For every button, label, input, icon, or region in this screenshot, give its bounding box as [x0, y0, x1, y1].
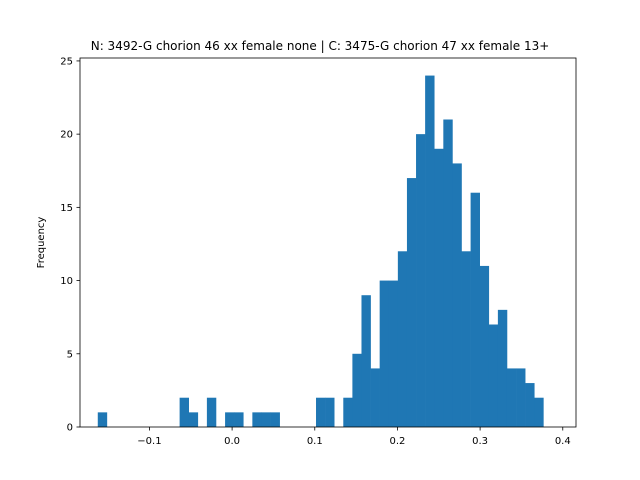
- histogram-bar: [352, 353, 362, 427]
- x-axis: −0.1 0.0 0.1 0.2 0.3 0.4: [137, 427, 571, 447]
- y-axis-label: Frequency: [36, 217, 47, 269]
- y-tick-label: 15: [60, 203, 73, 214]
- histogram-bar: [397, 251, 408, 427]
- histogram-bar: [316, 397, 326, 427]
- histogram-bar: [488, 324, 499, 427]
- y-axis: 0 5 10 15 20 25: [60, 56, 80, 434]
- chart-title: N: 3492-G chorion 46 xx female none | C:…: [91, 39, 550, 53]
- y-tick-label: 25: [60, 56, 73, 67]
- histogram-bar: [516, 368, 526, 427]
- histogram-bar: [234, 412, 244, 427]
- x-tick-label: 0.1: [307, 436, 323, 447]
- y-tick-label: 10: [60, 276, 73, 287]
- histogram-bar: [343, 397, 353, 427]
- histogram-bar: [406, 178, 417, 427]
- x-tick-label: 0.3: [472, 436, 488, 447]
- histogram-bar: [443, 119, 453, 427]
- y-tick-label: 0: [67, 423, 73, 434]
- histogram-bar: [225, 412, 235, 427]
- histogram-bar: [425, 75, 435, 428]
- histogram-bar: [497, 309, 508, 427]
- histogram-bar: [179, 397, 190, 427]
- histogram-bar: [470, 192, 480, 427]
- histogram-bar: [506, 368, 517, 427]
- histogram-bar: [370, 368, 380, 427]
- x-tick-label: 0.4: [555, 436, 571, 447]
- histogram-bar: [206, 397, 217, 427]
- histogram-bar: [325, 397, 335, 427]
- histogram-bar: [270, 412, 280, 427]
- histogram-bar: [434, 148, 444, 428]
- x-tick-label: 0.2: [389, 436, 405, 447]
- histogram-bar: [97, 412, 108, 427]
- histogram-bar: [416, 134, 426, 427]
- y-tick-label: 20: [60, 130, 73, 141]
- histogram-bar: [479, 265, 490, 427]
- histogram-bar: [534, 397, 544, 427]
- x-tick-label: 0.0: [224, 436, 240, 447]
- histogram-bar: [461, 251, 471, 427]
- histogram-bar: [525, 383, 535, 427]
- histogram-bar: [379, 280, 390, 427]
- histogram-bar: [388, 280, 399, 427]
- histogram-bar: [252, 412, 262, 427]
- y-tick-label: 5: [67, 349, 73, 360]
- bars-group: [97, 75, 544, 428]
- histogram-bar: [261, 412, 271, 427]
- histogram-bar: [188, 412, 199, 427]
- histogram-bar: [452, 163, 462, 427]
- x-tick-label: −0.1: [137, 436, 161, 447]
- histogram-bar: [361, 295, 371, 427]
- plot-frame: [79, 57, 577, 428]
